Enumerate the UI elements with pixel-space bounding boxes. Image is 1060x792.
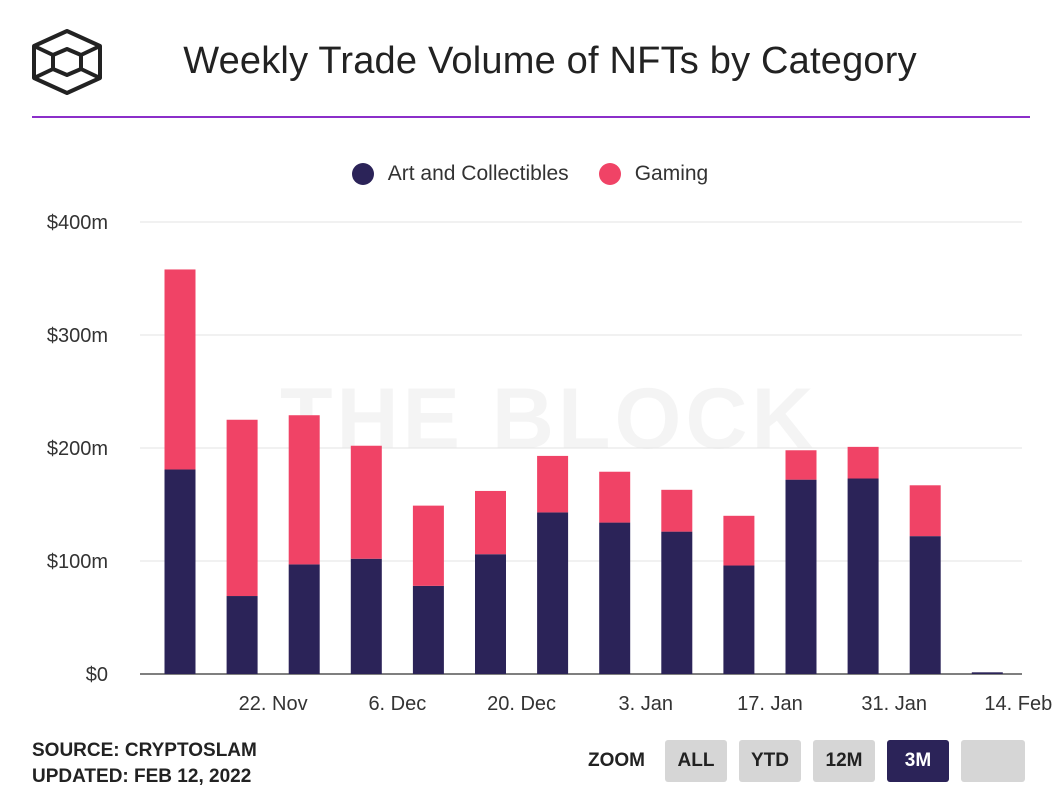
updated-text: UPDATED: FEB 12, 2022 [32,766,252,787]
bar-gaming [288,415,320,565]
bar-art-collectibles [909,536,941,674]
x-tick-label: 6. Dec [368,693,426,715]
zoom-all-button[interactable]: ALL [665,740,727,782]
zoom-ytd-button[interactable]: YTD [739,740,801,782]
bar-gaming [599,471,631,523]
bar-gaming [847,446,879,479]
chart-title: Weekly Trade Volume of NFTs by Category [183,40,917,82]
bar-gaming [537,455,569,513]
source-text: SOURCE: CRYPTOSLAM [32,740,257,761]
bar-art-collectibles [661,531,693,674]
x-tick-label: 20. Dec [487,693,556,715]
zoom-blank-button[interactable] [961,740,1025,782]
bar-chart: $0 $100m $200m $300m $400m 22. Nov 6. Dec 20. D… [47,212,1052,715]
y-tick-label: $100m [47,551,108,573]
y-tick-label: $200m [47,438,108,460]
zoom-12m-button[interactable]: 12M [813,740,875,782]
zoom-label: ZOOM [588,750,645,771]
bar-gaming [164,269,196,470]
legend-dot-art [351,163,374,185]
x-tick-label: 14. Feb [984,693,1052,715]
legend-item-art[interactable]: Art and Collectibles [351,162,569,186]
bar-gaming [723,515,755,566]
zoom-controls: ZOOM ALL YTD 12M 3M [588,740,1025,782]
y-tick-label: $0 [86,664,108,686]
legend-label-gaming: Gaming [634,162,709,185]
bar-gaming [226,419,258,597]
bar-art-collectibles [412,585,444,674]
bar-gaming [909,485,941,537]
legend-dot-gaming [598,163,621,185]
x-tick-label: 17. Jan [737,693,803,715]
y-tick-label: $400m [47,212,108,234]
bar-gaming [785,450,817,480]
y-tick-label: $300m [47,325,108,347]
bar-art-collectibles [785,479,817,674]
legend-item-gaming[interactable]: Gaming [598,162,709,186]
bar-gaming [350,445,382,559]
bar-art-collectibles [599,522,631,674]
bar-art-collectibles [288,564,320,674]
bar-art-collectibles [164,469,196,674]
bar-gaming [412,505,444,586]
legend: Art and Collectibles Gaming [0,156,1060,192]
x-tick-label: 31. Jan [861,693,927,715]
bar-art-collectibles [475,554,506,674]
bar-art-collectibles [723,565,755,674]
bar-art-collectibles [971,672,1003,674]
x-tick-label: 3. Jan [619,693,673,715]
bar-gaming [475,490,506,555]
bar-art-collectibles [847,478,879,674]
x-tick-label: 22. Nov [239,693,308,715]
legend-label-art: Art and Collectibles [387,162,569,185]
bar-art-collectibles [226,596,258,674]
bar-art-collectibles [350,558,382,674]
bar-gaming [661,489,693,532]
source-note: SOURCE: CRYPTOSLAM UPDATED: FEB 12, 2022 [32,738,257,790]
title-divider [32,116,1030,118]
header: Weekly Trade Volume of NFTs by Category [0,0,1060,120]
the-block-cube-icon [32,29,102,95]
zoom-3m-button[interactable]: 3M [887,740,949,782]
bar-art-collectibles [537,512,569,674]
